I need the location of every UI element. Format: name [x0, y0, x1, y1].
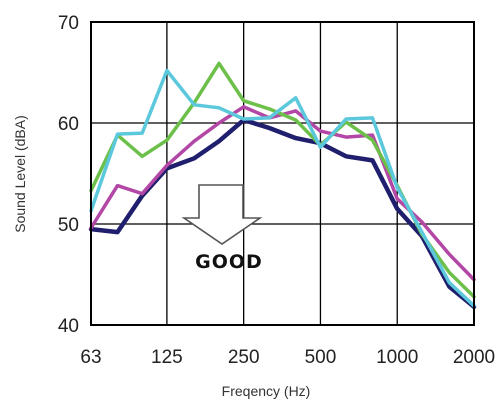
y-tick-label: 70	[58, 13, 79, 34]
plot-area-border	[90, 21, 475, 326]
x-axis-title: Freqency (Hz)	[222, 383, 311, 399]
x-tick-label: 500	[305, 347, 337, 368]
y-axis-title: Sound Level (dBA)	[12, 115, 28, 233]
annotation-good-label: GOOD	[195, 251, 263, 273]
series-line-4	[89, 68, 476, 308]
x-tick-label: 1000	[376, 347, 418, 368]
y-tick-label: 60	[58, 114, 79, 135]
series-line-1	[88, 117, 477, 310]
chart-grid	[91, 22, 474, 325]
x-tick-label: 250	[228, 347, 260, 368]
down-arrow-icon	[181, 184, 263, 245]
x-tick-label: 2000	[453, 347, 495, 368]
x-tick-label: 125	[151, 347, 183, 368]
x-tick-label: 63	[80, 347, 101, 368]
y-tick-label: 40	[58, 316, 79, 337]
good-annotation: GOOD	[181, 184, 263, 273]
y-tick-label: 50	[58, 215, 79, 236]
chart-series	[88, 61, 477, 310]
tick-labels: 63 125 250 500 1000 2000 40 50 60 70	[58, 13, 495, 368]
series-line-3	[89, 61, 476, 299]
